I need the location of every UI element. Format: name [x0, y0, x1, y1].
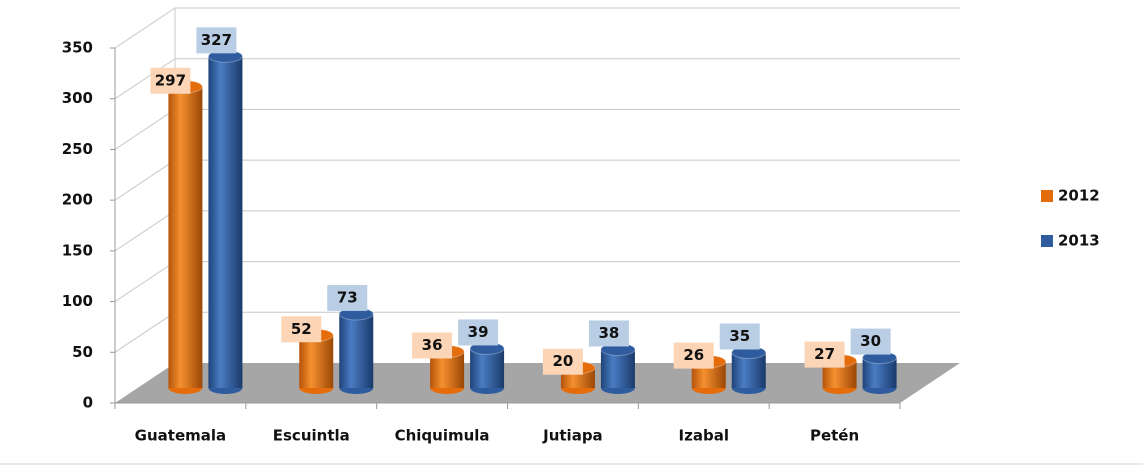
bar-body	[168, 86, 203, 388]
legend-label: 2012	[1058, 187, 1100, 205]
value-label-box	[196, 27, 237, 54]
value-label: 20	[552, 352, 573, 370]
x-tick-label: Jutiapa	[542, 427, 603, 445]
value-label-box	[327, 284, 368, 311]
y-tick-label: 100	[62, 292, 93, 310]
legend-swatch	[1041, 235, 1053, 247]
x-tick-label: Chiquimula	[395, 427, 490, 445]
bar-body	[208, 56, 243, 388]
bar-body	[299, 335, 334, 388]
value-label-box	[673, 342, 714, 369]
value-label: 73	[337, 288, 358, 306]
value-label: 39	[468, 323, 489, 341]
bar	[600, 342, 636, 394]
value-label: 30	[860, 332, 881, 350]
bar-body	[470, 348, 505, 388]
bar	[469, 341, 505, 394]
value-label: 297	[155, 71, 186, 89]
bar	[338, 307, 374, 394]
value-label: 36	[422, 336, 443, 354]
value-label-box	[850, 328, 891, 355]
value-label-box	[588, 320, 629, 347]
y-tick-label: 300	[62, 89, 93, 107]
grid-line	[114, 7, 960, 49]
bar	[207, 49, 243, 394]
value-label-box	[542, 348, 583, 375]
bar	[167, 80, 203, 394]
value-label-box	[458, 319, 499, 346]
bar-body	[339, 313, 374, 388]
value-label-box	[719, 323, 760, 350]
legend-label: 2013	[1058, 232, 1100, 250]
y-tick-label: 250	[62, 140, 93, 158]
x-tick-label: Escuintla	[273, 427, 350, 445]
value-label: 26	[683, 346, 704, 364]
y-tick-label: 200	[62, 191, 93, 209]
bar	[862, 351, 898, 394]
y-tick-label: 350	[62, 39, 93, 57]
value-label-box	[281, 316, 322, 343]
value-label: 327	[201, 31, 232, 49]
legend-swatch	[1041, 190, 1053, 202]
bar-body	[600, 349, 635, 388]
value-label: 35	[729, 327, 750, 345]
x-tick-label: Guatemala	[135, 427, 226, 445]
value-label-box	[412, 332, 453, 359]
x-tick-label: Petén	[810, 427, 859, 445]
value-label: 52	[291, 320, 312, 338]
bar	[731, 346, 767, 394]
x-tick-label: Izabal	[679, 427, 729, 445]
value-label-box	[804, 341, 845, 368]
value-label-box	[150, 67, 191, 94]
value-label: 27	[814, 345, 835, 363]
y-tick-label: 0	[83, 394, 93, 412]
y-tick-label: 150	[62, 241, 93, 259]
y-tick-label: 50	[72, 343, 93, 361]
value-label: 38	[598, 324, 619, 342]
